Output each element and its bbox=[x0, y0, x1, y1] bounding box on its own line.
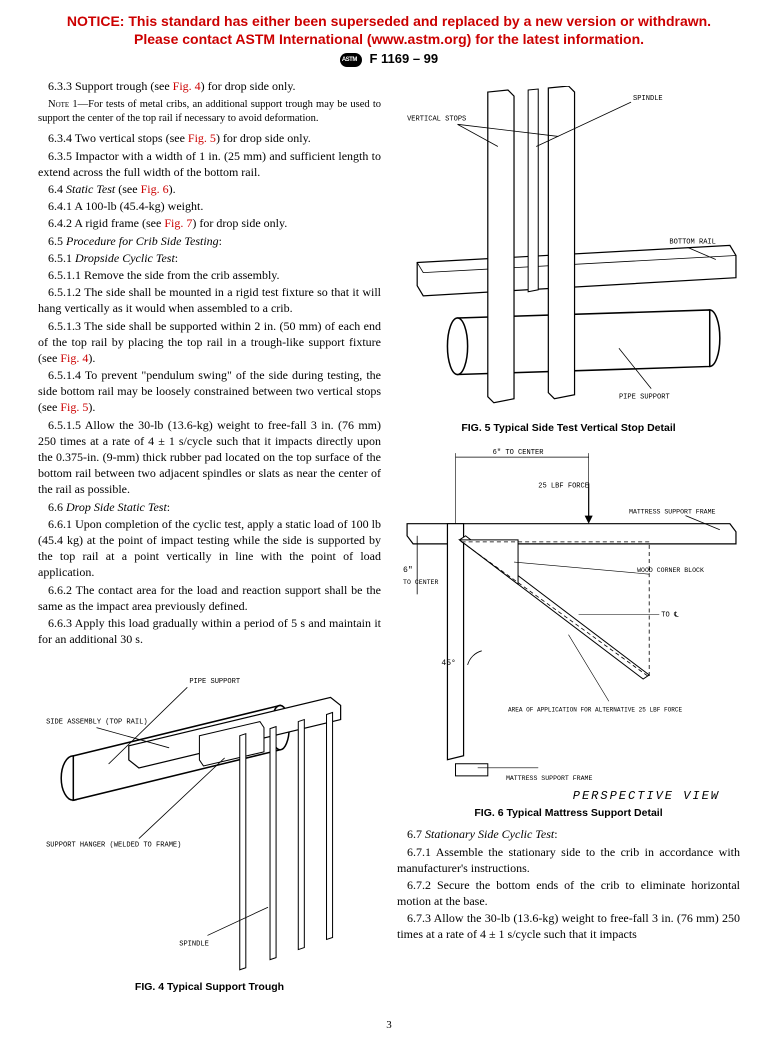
fig6-label-6: 6" bbox=[403, 566, 413, 575]
para-6.6.2: 6.6.2 The contact area for the load and … bbox=[38, 582, 381, 614]
para-6.5.1.4: 6.5.1.4 To prevent "pendulum swing" of t… bbox=[38, 367, 381, 416]
fig6-label-force: 25 LBF FORCE bbox=[538, 482, 589, 490]
two-column-layout: 6.3.3 Support trough (see Fig. 4) for dr… bbox=[38, 78, 740, 1000]
para-6.3.4: 6.3.4 Two vertical stops (see Fig. 5) fo… bbox=[38, 130, 381, 146]
fig6-label-frame1: MATTRESS SUPPORT FRAME bbox=[629, 509, 716, 516]
para-6.7.3: 6.7.3 Allow the 30-lb (13.6-kg) weight t… bbox=[397, 910, 740, 942]
para-6.5.1.5: 6.5.1.5 Allow the 30-lb (13.6-kg) weight… bbox=[38, 417, 381, 498]
notice-line-1: NOTICE: This standard has either been su… bbox=[67, 13, 711, 29]
figure-5-svg: VERTICAL STOPS SPINDLE BOTTOM RAIL PIPE … bbox=[397, 86, 740, 419]
fig5-label-bottomrail: BOTTOM RAIL bbox=[669, 238, 716, 246]
standard-id: F 1169 – 99 bbox=[369, 51, 438, 66]
figure-6-caption: FIG. 6 Typical Mattress Support Detail bbox=[397, 806, 740, 820]
para-6.5.1: 6.5.1 Dropside Cyclic Test: bbox=[38, 250, 381, 266]
ref-fig5-b: Fig. 5 bbox=[60, 400, 88, 414]
fig4-label-spindle: SPINDLE bbox=[179, 941, 209, 949]
fig6-label-frame2: MATTRESS SUPPORT FRAME bbox=[506, 775, 593, 782]
para-6.6.3: 6.6.3 Apply this load gradually within a… bbox=[38, 615, 381, 647]
para-6.4.1: 6.4.1 A 100-lb (45.4-kg) weight. bbox=[38, 198, 381, 214]
ref-fig4-b: Fig. 4 bbox=[60, 351, 88, 365]
ref-fig7: Fig. 7 bbox=[164, 216, 192, 230]
fig6-label-6in-top: 6" TO CENTER bbox=[493, 449, 545, 457]
notice-line-2: Please contact ASTM International (www.a… bbox=[134, 31, 644, 47]
para-6.6: 6.6 Drop Side Static Test: bbox=[38, 499, 381, 515]
para-6.3.5: 6.3.5 Impactor with a width of 1 in. (25… bbox=[38, 148, 381, 180]
fig5-label-pipe: PIPE SUPPORT bbox=[619, 394, 670, 402]
fig6-label-45: 45° bbox=[441, 659, 456, 668]
figure-6-perspective: PERSPECTIVE VIEW bbox=[397, 788, 720, 804]
note-1: Note 1—For tests of metal cribs, an addi… bbox=[38, 98, 381, 126]
para-6.6.1: 6.6.1 Upon completion of the cyclic test… bbox=[38, 516, 381, 581]
fig4-label-hanger: SUPPORT HANGER (WELDED TO FRAME) bbox=[46, 842, 181, 850]
figure-4-caption: FIG. 4 Typical Support Trough bbox=[38, 980, 381, 994]
para-6.5.1.2: 6.5.1.2 The side shall be mounted in a r… bbox=[38, 284, 381, 316]
para-6.5.1.3: 6.5.1.3 The side shall be supported with… bbox=[38, 318, 381, 367]
right-column: VERTICAL STOPS SPINDLE BOTTOM RAIL PIPE … bbox=[397, 78, 740, 1000]
astm-logo-icon bbox=[340, 53, 362, 67]
para-6.5.1.1: 6.5.1.1 Remove the side from the crib as… bbox=[38, 267, 381, 283]
notice-banner: NOTICE: This standard has either been su… bbox=[38, 12, 740, 48]
standard-header: F 1169 – 99 bbox=[38, 50, 740, 68]
figure-5: VERTICAL STOPS SPINDLE BOTTOM RAIL PIPE … bbox=[397, 86, 740, 435]
fig6-label-tocenter: TO CENTER bbox=[403, 579, 438, 586]
figure-6-svg: 6" TO CENTER 25 LBF FORCE MATTRESS SUPPO… bbox=[397, 443, 740, 786]
para-6.3.3: 6.3.3 Support trough (see Fig. 4) for dr… bbox=[38, 78, 381, 94]
figure-4-svg: PIPE SUPPORT SIDE ASSEMBLY (TOP RAIL) SU… bbox=[38, 655, 381, 978]
figure-5-caption: FIG. 5 Typical Side Test Vertical Stop D… bbox=[397, 421, 740, 435]
figure-4: PIPE SUPPORT SIDE ASSEMBLY (TOP RAIL) SU… bbox=[38, 655, 381, 994]
ref-fig5: Fig. 5 bbox=[188, 131, 216, 145]
para-6.7.2: 6.7.2 Secure the bottom ends of the crib… bbox=[397, 877, 740, 909]
fig6-label-area: AREA OF APPLICATION FOR ALTERNATIVE 25 L… bbox=[508, 706, 683, 713]
fig5-label-vstops: VERTICAL STOPS bbox=[407, 115, 466, 123]
para-6.7: 6.7 Stationary Side Cyclic Test: bbox=[397, 826, 740, 842]
para-6.5: 6.5 Procedure for Crib Side Testing: bbox=[38, 233, 381, 249]
page-number: 3 bbox=[38, 1018, 740, 1033]
ref-fig4: Fig. 4 bbox=[173, 79, 201, 93]
figure-6: 6" TO CENTER 25 LBF FORCE MATTRESS SUPPO… bbox=[397, 443, 740, 820]
fig6-label-corner: WOOD CORNER BLOCK bbox=[637, 567, 704, 574]
fig4-label-pipe: PIPE SUPPORT bbox=[189, 679, 240, 687]
fig5-label-spindle: SPINDLE bbox=[633, 95, 663, 103]
ref-fig6: Fig. 6 bbox=[141, 182, 169, 196]
fig6-label-cl: TO ℄ bbox=[661, 612, 679, 620]
left-column: 6.3.3 Support trough (see Fig. 4) for dr… bbox=[38, 78, 381, 1000]
para-6.7.1: 6.7.1 Assemble the stationary side to th… bbox=[397, 844, 740, 876]
para-6.4: 6.4 Static Test (see Fig. 6). bbox=[38, 181, 381, 197]
fig4-label-side: SIDE ASSEMBLY (TOP RAIL) bbox=[46, 719, 148, 727]
para-6.4.2: 6.4.2 A rigid frame (see Fig. 7) for dro… bbox=[38, 215, 381, 231]
